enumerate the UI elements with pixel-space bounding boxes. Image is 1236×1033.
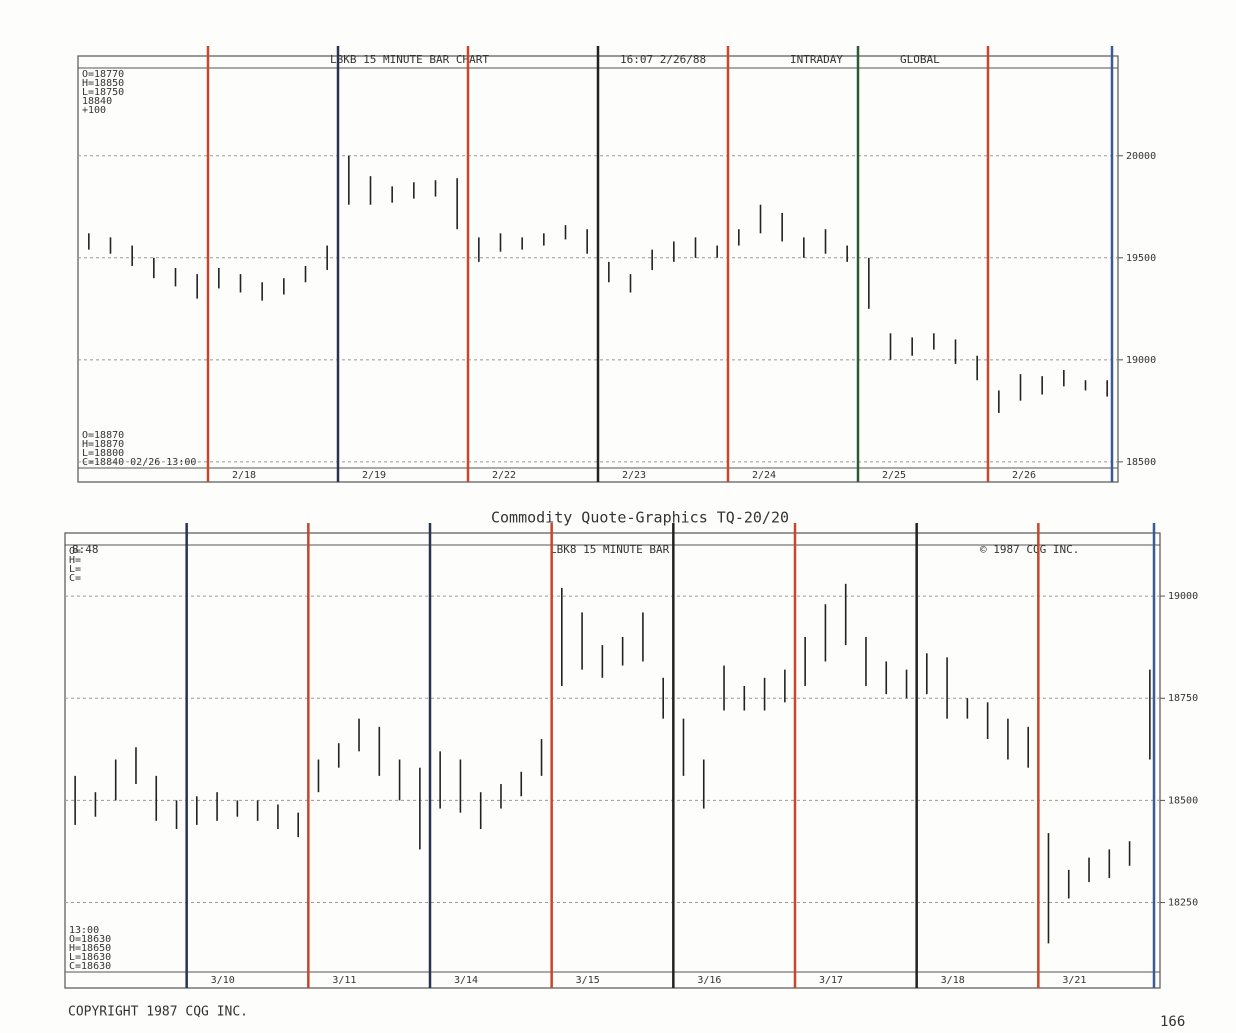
header-field: 16:07 2/26/88 [620, 53, 706, 66]
y-tick-label: 20000 [1126, 151, 1156, 162]
quote-line: O=18870 [82, 430, 124, 441]
quote-line: L=18630 [69, 952, 111, 963]
quote-line: +100 [82, 105, 106, 116]
date-label: 3/21 [1062, 975, 1086, 986]
header-field: 8:48 [72, 543, 99, 556]
quote-line: H=18650 [69, 943, 111, 954]
date-label: 2/18 [232, 470, 256, 481]
date-label: 2/19 [362, 470, 386, 481]
date-label: 3/16 [697, 975, 721, 986]
header-field: INTRADAY [790, 53, 843, 66]
y-tick-label: 19000 [1126, 355, 1156, 366]
date-label: 2/25 [882, 470, 906, 481]
date-label: 2/24 [752, 470, 776, 481]
quote-line: L=18800 [82, 448, 124, 459]
copyright: COPYRIGHT 1987 CQG INC. [68, 1005, 248, 1020]
header-field: GLOBAL [900, 53, 940, 66]
date-label: 2/22 [492, 470, 516, 481]
header-field: LBKB 15 MINUTE BAR CHART [330, 53, 489, 66]
y-tick-label: 18500 [1126, 457, 1156, 468]
y-tick-label: 18750 [1168, 693, 1198, 704]
quote-line: H=18850 [82, 78, 124, 89]
quote-line: L=18750 [82, 87, 124, 98]
date-label: 3/18 [941, 975, 965, 986]
quote-line: H=18870 [82, 439, 124, 450]
quote-line: C=18630 [69, 961, 111, 972]
y-tick-label: 18250 [1168, 898, 1198, 909]
quote-line: O=18630 [69, 934, 111, 945]
caption: Commodity Quote-Graphics TQ-20/20 [491, 509, 789, 527]
y-tick-label: 19000 [1168, 591, 1198, 602]
date-label: 3/15 [576, 975, 600, 986]
quote-line: C=18840 02/26 13:00 [82, 457, 196, 468]
page-number: 166 [1160, 1014, 1185, 1030]
date-label: 2/26 [1012, 470, 1036, 481]
date-label: 3/11 [332, 975, 356, 986]
quote-line: L= [69, 564, 81, 575]
date-label: 3/17 [819, 975, 843, 986]
date-label: 2/23 [622, 470, 646, 481]
quote-line: 18840 [82, 96, 112, 107]
quote-line: 13:00 [69, 925, 99, 936]
y-tick-label: 18500 [1168, 795, 1198, 806]
header-field: © 1987 CQG INC. [980, 543, 1079, 556]
date-label: 3/14 [454, 975, 478, 986]
quote-line: C= [69, 573, 81, 584]
y-tick-label: 19500 [1126, 253, 1156, 264]
date-label: 3/10 [211, 975, 235, 986]
plot-frame [64, 532, 1161, 989]
quote-line: O=18770 [82, 69, 124, 80]
quote-line: O= [69, 546, 81, 557]
quote-line: H= [69, 555, 81, 566]
header-field: LBK8 15 MINUTE BAR [550, 543, 670, 556]
